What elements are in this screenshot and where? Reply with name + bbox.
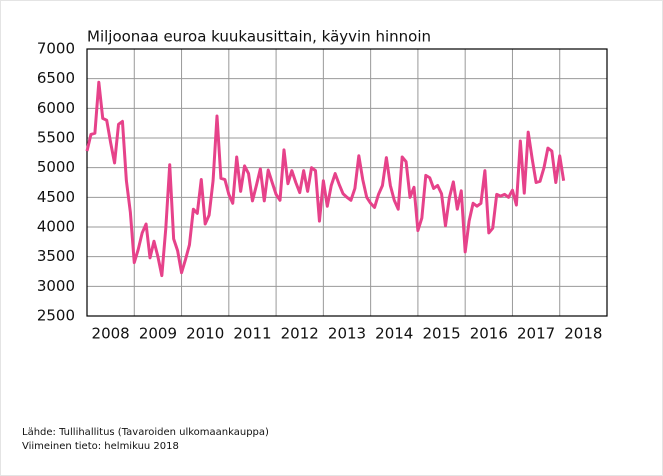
y-tick-label: 5500 [37, 129, 75, 147]
x-tick-label: 2012 [281, 325, 319, 343]
x-tick-label: 2009 [139, 325, 177, 343]
x-tick-label: 2015 [422, 325, 460, 343]
x-tick-label: 2017 [517, 325, 555, 343]
source-note: Lähde: Tullihallitus (Tavaroiden ulkomaa… [22, 427, 269, 438]
x-tick-label: 2016 [470, 325, 508, 343]
data-line [85, 80, 566, 278]
y-tick-label: 3000 [37, 277, 75, 295]
update-note: Viimeinen tieto: helmikuu 2018 [22, 441, 179, 452]
y-tick-label: 6000 [37, 99, 75, 117]
plot-border [86, 48, 608, 317]
x-tick-label: 2008 [92, 325, 130, 343]
x-tick-label: 2011 [233, 325, 271, 343]
y-tick-label: 5000 [37, 158, 75, 176]
y-tick-label: 6500 [37, 69, 75, 87]
chart-title: Miljoonaa euroa kuukausittain, käyvin hi… [87, 28, 431, 46]
x-tick-label: 2013 [328, 325, 366, 343]
x-tick-label: 2018 [564, 325, 602, 343]
x-tick-label: 2010 [186, 325, 224, 343]
y-tick-label: 4500 [37, 188, 75, 206]
y-tick-label: 4000 [37, 218, 75, 236]
y-tick-label: 7000 [37, 40, 75, 58]
y-tick-label: 2500 [37, 307, 75, 325]
y-tick-label: 3500 [37, 247, 75, 265]
x-tick-label: 2014 [375, 325, 413, 343]
